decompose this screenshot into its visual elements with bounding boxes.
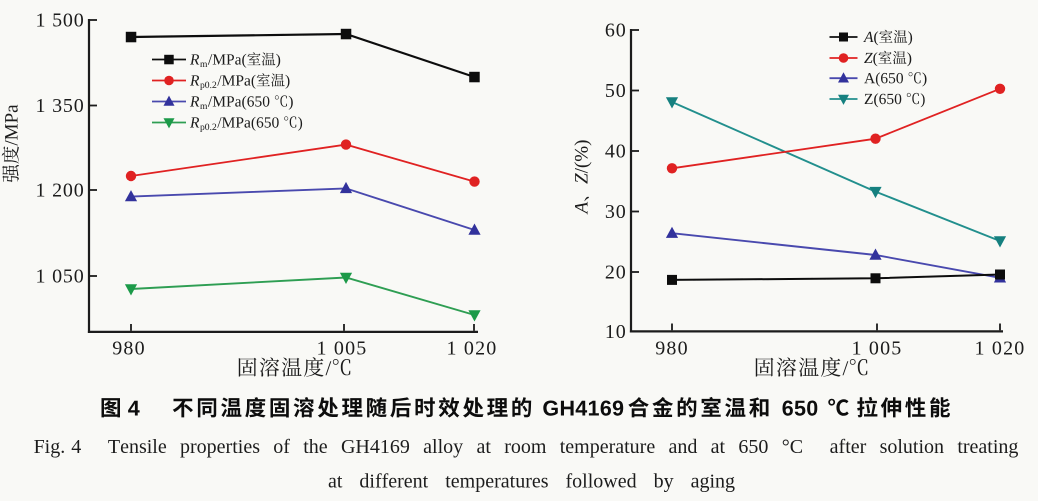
svg-text:20: 20 — [605, 262, 627, 284]
svg-text:980: 980 — [112, 338, 146, 360]
svg-text:1 350: 1 350 — [36, 95, 85, 117]
svg-text:1 200: 1 200 — [36, 180, 85, 202]
svg-text:Fig. 4 Tensile properties of: Fig. 4 Tensile properties of the GH4169 … — [34, 436, 1019, 458]
svg-text:at different temperatures foll: at different temperatures followed by ag… — [328, 471, 735, 493]
svg-text:1 020: 1 020 — [975, 338, 1026, 360]
svg-text:60: 60 — [605, 20, 627, 42]
svg-text:30: 30 — [605, 201, 627, 223]
svg-text:40: 40 — [605, 141, 627, 163]
svg-text:1 500: 1 500 — [36, 10, 85, 32]
svg-text:1 050: 1 050 — [36, 266, 85, 288]
svg-text:1 020: 1 020 — [447, 338, 498, 360]
svg-text:10: 10 — [605, 321, 627, 343]
svg-text:980: 980 — [655, 338, 689, 360]
svg-text:1 005: 1 005 — [852, 338, 903, 360]
svg-text:1 005: 1 005 — [317, 338, 368, 360]
svg-text:50: 50 — [605, 80, 627, 102]
